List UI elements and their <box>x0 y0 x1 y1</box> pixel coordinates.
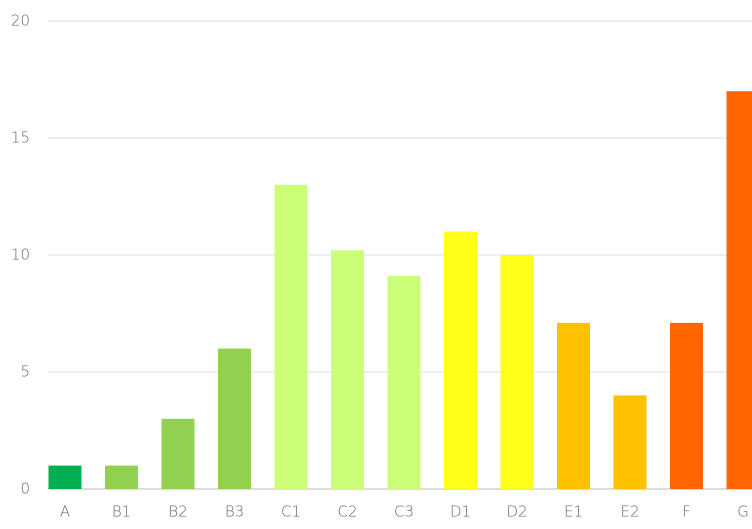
y-tick-label: 0 <box>20 480 30 498</box>
bar <box>49 466 82 489</box>
bar <box>614 395 647 489</box>
x-tick-label: B2 <box>168 503 187 521</box>
bar <box>388 276 421 489</box>
x-tick-label: B3 <box>225 503 244 521</box>
y-tick-label: 20 <box>11 12 30 30</box>
bar <box>275 185 308 489</box>
bar <box>218 349 251 489</box>
y-tick-label: 10 <box>11 246 30 264</box>
bar <box>331 250 364 489</box>
bar <box>670 323 703 489</box>
bar <box>105 466 138 489</box>
x-tick-label: C1 <box>281 503 301 521</box>
x-tick-label: D2 <box>506 503 527 521</box>
x-tick-label: D1 <box>450 503 471 521</box>
x-tick-label: C2 <box>337 503 357 521</box>
y-tick-label: 5 <box>20 363 30 381</box>
x-tick-label: F <box>682 503 691 521</box>
bar <box>444 232 477 489</box>
x-tick-label: B1 <box>112 503 131 521</box>
y-tick-label: 15 <box>11 129 30 147</box>
x-tick-label: E2 <box>620 503 639 521</box>
x-tick-label: G <box>737 503 749 521</box>
x-tick-label: A <box>60 503 70 521</box>
bar <box>557 323 590 489</box>
x-tick-label: C3 <box>394 503 414 521</box>
bar <box>501 255 534 489</box>
x-tick-label: E1 <box>564 503 583 521</box>
bar <box>162 419 195 489</box>
bar <box>727 91 752 489</box>
